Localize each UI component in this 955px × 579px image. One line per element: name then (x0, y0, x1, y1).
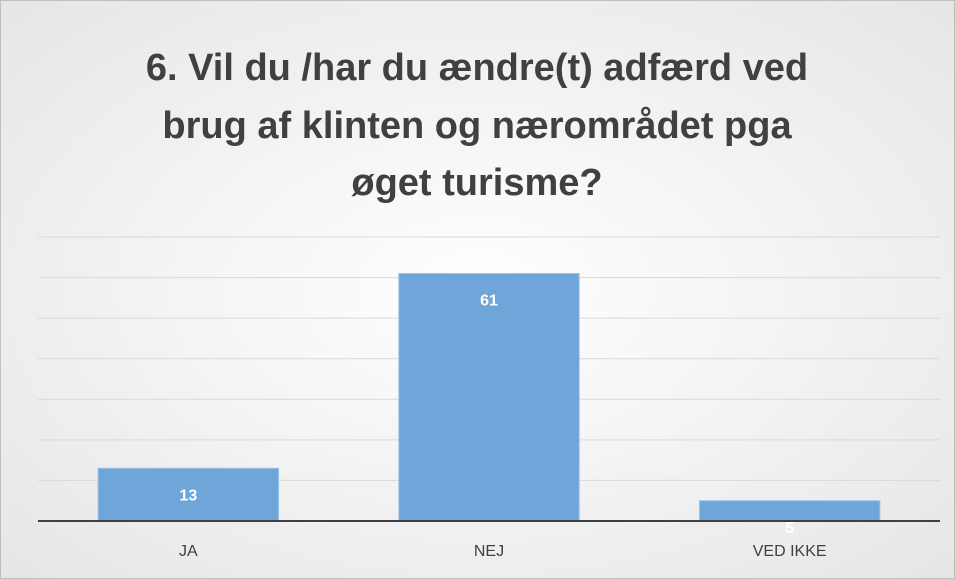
chart-title: øget turisme? (351, 162, 602, 204)
x-tick-label: VED IKKE (753, 543, 827, 560)
bar (97, 467, 280, 522)
x-tick-label: JA (179, 543, 198, 560)
data-label: 61 (480, 293, 498, 310)
bar (398, 273, 580, 522)
chart-title: brug af klinten og nærområdet pga (162, 105, 792, 147)
x-tick-label: NEJ (474, 543, 504, 560)
chart-title: 6. Vil du /har du ændre(t) adfærd ved (146, 47, 808, 89)
bar (698, 500, 881, 522)
data-label: 13 (179, 487, 197, 504)
data-label: 5 (785, 520, 794, 537)
